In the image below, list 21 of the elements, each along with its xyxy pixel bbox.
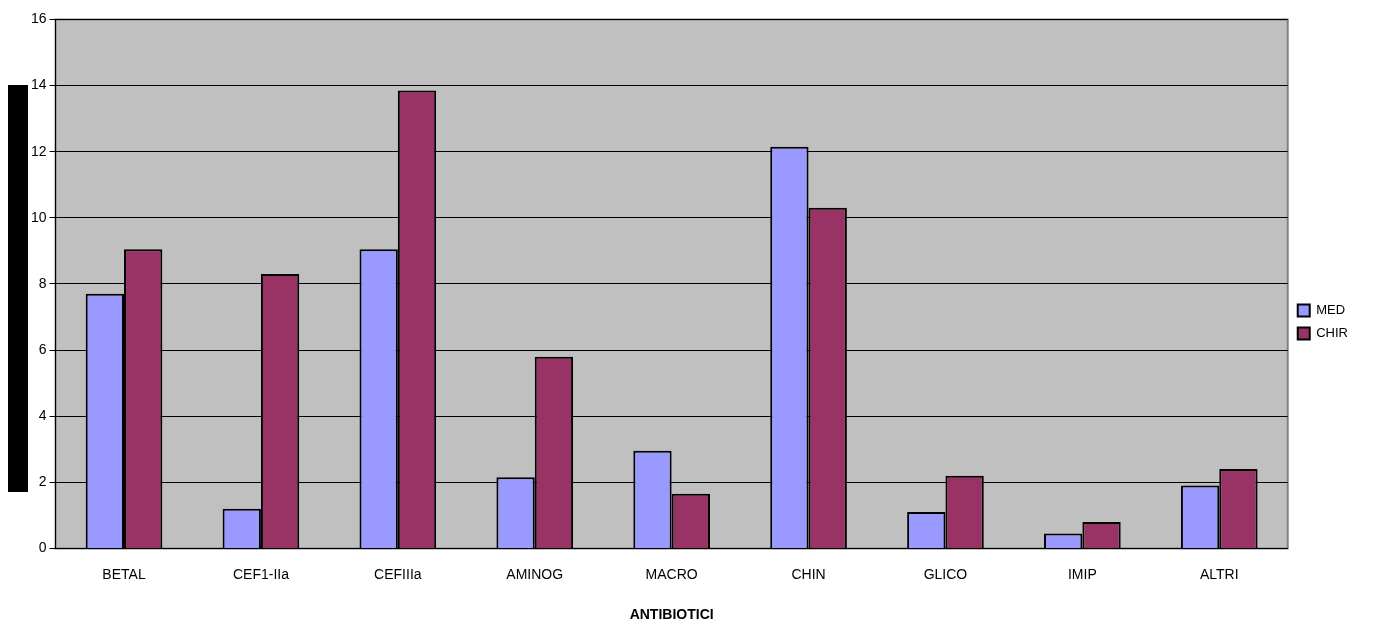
y-tick-label: 12 (30, 142, 47, 159)
y-tick-label: 8 (38, 274, 47, 291)
x-tick-label: GLICO (923, 565, 968, 582)
y-tick-label: 14 (30, 76, 47, 93)
x-tick-label: CHIN (791, 565, 826, 582)
y-tick-label: 0 (38, 539, 47, 556)
x-tick-label: CEFIIIa (374, 565, 422, 582)
y-tick-label: 2 (38, 473, 47, 490)
legend-label: CHIR (1316, 325, 1348, 341)
x-tick-label: ALTRI (1199, 565, 1239, 582)
x-tick-label: BETAL (102, 565, 146, 582)
x-axis-title: ANTIBIOTICI (629, 606, 714, 623)
x-tick-label: MACRO (645, 565, 698, 582)
y-tick-label: 4 (38, 407, 47, 424)
x-tick-label: AMINOG (506, 565, 564, 582)
legend-label: MED (1316, 302, 1346, 318)
x-tick-label: IMIP (1067, 565, 1097, 582)
y-tick-label: 10 (30, 208, 47, 225)
x-tick-label: CEF1-IIa (232, 565, 290, 582)
y-tick-label: 16 (30, 10, 47, 27)
y-tick-label: 6 (38, 340, 47, 357)
